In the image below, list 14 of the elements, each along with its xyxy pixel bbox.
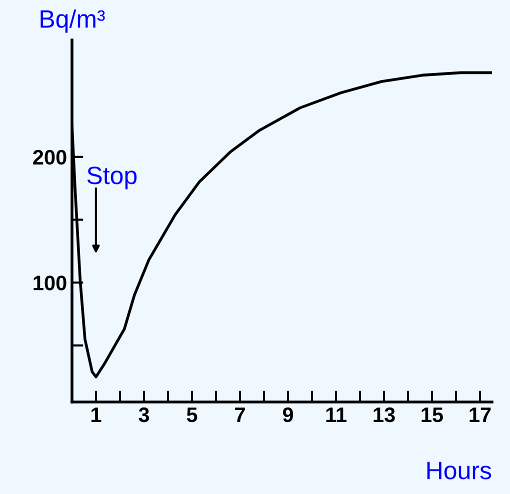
y-tick-label: 200 <box>33 150 66 165</box>
x-tick-label: 17 <box>470 408 491 422</box>
x-tick-label: 11 <box>326 408 346 422</box>
x-tick-label: 3 <box>138 407 150 422</box>
x-tick-label: 7 <box>235 408 245 422</box>
x-tick-label: 9 <box>282 407 294 422</box>
x-tick-label: 1 <box>92 408 102 422</box>
x-tick-label: 5 <box>186 408 198 422</box>
annotation: Stop <box>87 166 137 190</box>
y-tick-label: 100 <box>34 276 66 290</box>
x-tick-label: 15 <box>422 408 444 422</box>
x-tick-label: 13 <box>374 407 395 422</box>
x-axis-title: Hours <box>427 462 492 480</box>
y-axis-title: Bq/m³ <box>40 9 105 33</box>
